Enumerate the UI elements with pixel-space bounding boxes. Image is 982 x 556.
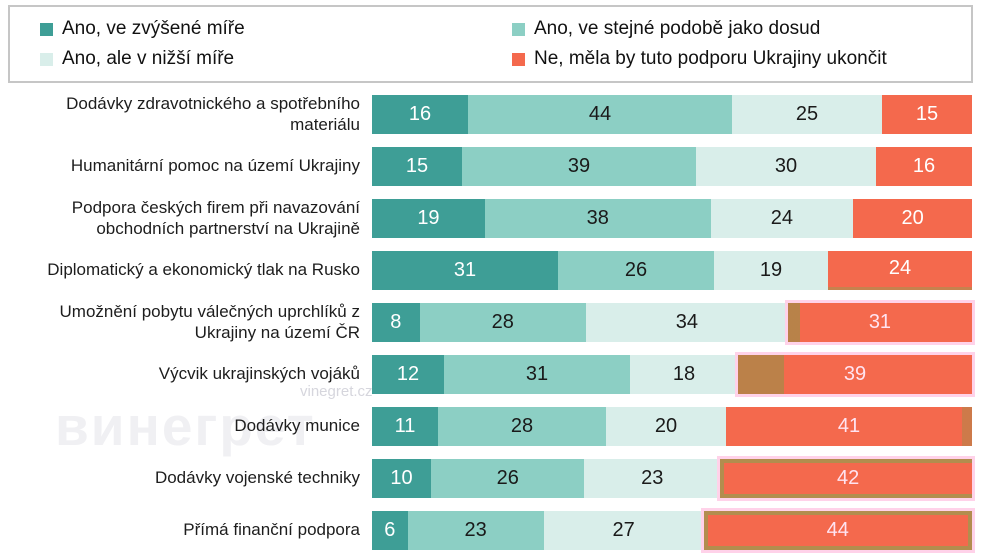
bar-segment: 30 <box>696 146 876 186</box>
bar-segment: 28 <box>419 302 586 342</box>
chart-row: Výcvik ukrajinských vojáků 12 31 18 39 <box>0 348 982 400</box>
stacked-bar: 15 39 30 16 <box>372 146 972 186</box>
category-label: Přímá finanční podpora <box>183 520 360 540</box>
legend-label: Ne, měla by tuto podporu Ukrajiny ukonči… <box>534 48 887 69</box>
legend-swatch <box>40 22 53 36</box>
bar-segment: 44 <box>468 94 732 134</box>
chart-row: Podpora českých firem při navazování obc… <box>0 192 982 244</box>
bar-segment: 24 <box>828 250 972 290</box>
bar-segment: 26 <box>431 458 585 498</box>
bar-segment: 12 <box>372 354 444 394</box>
category-label: Dodávky vojenské techniky <box>154 468 360 488</box>
bar-segment: 6 <box>372 510 408 550</box>
bar-segment: 20 <box>853 198 973 238</box>
legend-swatch <box>512 22 525 36</box>
bar-segment: 31 <box>787 302 973 342</box>
stacked-bar: 19 38 24 20 <box>372 198 973 238</box>
category-label: Dodávky zdravotnického a spotřebního mat… <box>66 93 360 134</box>
chart-row: Dodávky vojenské techniky 10 26 23 42 <box>0 452 982 504</box>
legend-item: Ne, měla by tuto podporu Ukrajiny ukonči… <box>512 48 971 70</box>
stacked-bar: 8 28 34 31 <box>372 302 973 342</box>
stacked-bar: 12 31 18 39 <box>372 354 972 394</box>
bar-segment: 8 <box>372 302 420 342</box>
chart-row: Dodávky zdravotnického a spotřebního mat… <box>0 88 982 140</box>
category-label: Výcvik ukrajinských vojáků <box>158 364 360 384</box>
bar-segment: 39 <box>462 146 696 186</box>
bar-segment: 20 <box>606 406 726 446</box>
stacked-bar: 16 44 25 15 <box>372 94 972 134</box>
watermark-text-large: винегрет <box>55 395 316 457</box>
bar-segment: 41 <box>726 406 972 446</box>
legend-swatch <box>40 52 53 66</box>
bar-segment: 26 <box>558 250 714 290</box>
stacked-bar: 31 26 19 24 <box>372 250 972 290</box>
chart-row: Diplomatický a ekonomický tlak na Rusko … <box>0 244 982 296</box>
bar-segment: 10 <box>372 458 432 498</box>
stacked-bar: 6 23 27 44 <box>372 510 972 550</box>
bar-segment: 11 <box>372 406 438 446</box>
bar-segment: 23 <box>407 510 544 550</box>
bar-segment: 23 <box>584 458 721 498</box>
bar-segment: 24 <box>710 198 854 238</box>
watermark-text-small: vinegret.cz <box>300 383 373 400</box>
chart-legend: Ano, ve zvýšené míře Ano, ve stejné podo… <box>8 5 973 83</box>
bar-segment: 34 <box>585 302 788 342</box>
legend-label: Ano, ale v nižší míře <box>62 48 235 69</box>
legend-swatch <box>512 52 525 66</box>
stacked-bar: 10 26 23 42 <box>372 458 972 498</box>
bar-segment: 44 <box>703 510 972 550</box>
chart-row: Umožnění pobytu válečných uprchlíků z Uk… <box>0 296 982 348</box>
bar-segment: 19 <box>714 250 828 290</box>
bar-segment: 16 <box>372 94 468 134</box>
bar-segment: 15 <box>372 146 462 186</box>
chart-row: Přímá finanční podpora 6 23 27 44 <box>0 504 982 556</box>
bar-segment: 19 <box>372 198 485 238</box>
chart-row: Dodávky munice 11 28 20 41 <box>0 400 982 452</box>
bar-segment: 18 <box>630 354 738 394</box>
category-label: Podpora českých firem při navazování obc… <box>71 197 360 238</box>
bar-segment: 42 <box>720 458 972 498</box>
stacked-bar-chart: Dodávky zdravotnického a spotřebního mat… <box>0 88 982 556</box>
bar-segment: 31 <box>372 250 558 290</box>
legend-label: Ano, ve zvýšené míře <box>62 18 245 39</box>
bar-segment: 28 <box>438 406 606 446</box>
category-label: Umožnění pobytu válečných uprchlíků z Uk… <box>59 301 361 342</box>
bar-segment: 27 <box>543 510 704 550</box>
legend-label: Ano, ve stejné podobě jako dosud <box>534 18 821 39</box>
chart-row: Humanitární pomoc na území Ukrajiny 15 39… <box>0 140 982 192</box>
bar-segment: 16 <box>876 146 972 186</box>
bar-segment: 15 <box>882 94 972 134</box>
bar-segment: 25 <box>732 94 882 134</box>
bar-segment: 31 <box>444 354 630 394</box>
category-label: Dodávky munice <box>234 416 360 436</box>
legend-item: Ano, ve zvýšené míře <box>40 18 512 40</box>
category-label: Diplomatický a ekonomický tlak na Rusko <box>47 260 360 280</box>
stacked-bar: 11 28 20 41 <box>372 406 972 446</box>
legend-item: Ano, ale v nižší míře <box>40 48 512 70</box>
category-label: Humanitární pomoc na území Ukrajiny <box>70 156 360 176</box>
bar-segment: 38 <box>484 198 711 238</box>
legend-item: Ano, ve stejné podobě jako dosud <box>512 18 971 40</box>
bar-segment: 39 <box>738 354 972 394</box>
